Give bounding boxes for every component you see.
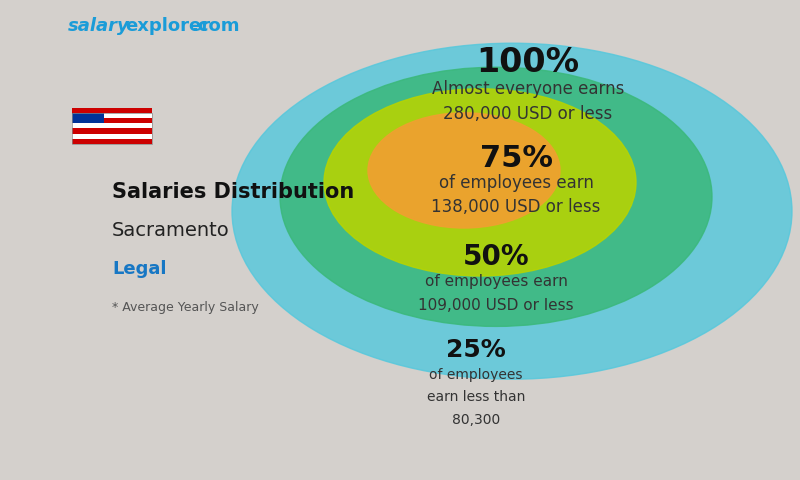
Text: 280,000 USD or less: 280,000 USD or less (443, 105, 613, 123)
Text: 100%: 100% (477, 46, 579, 79)
FancyBboxPatch shape (72, 113, 152, 118)
Text: 138,000 USD or less: 138,000 USD or less (431, 198, 601, 216)
FancyBboxPatch shape (72, 123, 152, 129)
Text: of employees earn: of employees earn (438, 174, 594, 192)
FancyBboxPatch shape (72, 128, 152, 133)
Text: Sacramento: Sacramento (112, 221, 230, 240)
Text: earn less than: earn less than (427, 390, 525, 405)
Circle shape (232, 43, 792, 379)
FancyBboxPatch shape (72, 139, 152, 144)
Text: of employees earn: of employees earn (425, 274, 567, 289)
Text: Salaries Distribution: Salaries Distribution (112, 182, 354, 202)
FancyBboxPatch shape (72, 108, 152, 113)
Text: 25%: 25% (446, 338, 506, 362)
Text: .com: .com (191, 17, 240, 36)
Text: 80,300: 80,300 (452, 412, 500, 427)
FancyBboxPatch shape (72, 113, 104, 123)
Text: 75%: 75% (479, 144, 553, 173)
Text: 109,000 USD or less: 109,000 USD or less (418, 298, 574, 313)
FancyBboxPatch shape (72, 133, 152, 139)
Text: salary: salary (68, 17, 130, 36)
Text: of employees: of employees (430, 368, 522, 383)
Circle shape (324, 89, 636, 276)
Text: Almost everyone earns: Almost everyone earns (432, 80, 624, 98)
Text: * Average Yearly Salary: * Average Yearly Salary (112, 300, 258, 314)
Text: explorer: explorer (126, 17, 210, 36)
Circle shape (368, 113, 560, 228)
Text: 50%: 50% (462, 243, 530, 271)
FancyBboxPatch shape (72, 118, 152, 123)
Text: Legal: Legal (112, 260, 166, 278)
Circle shape (280, 67, 712, 326)
